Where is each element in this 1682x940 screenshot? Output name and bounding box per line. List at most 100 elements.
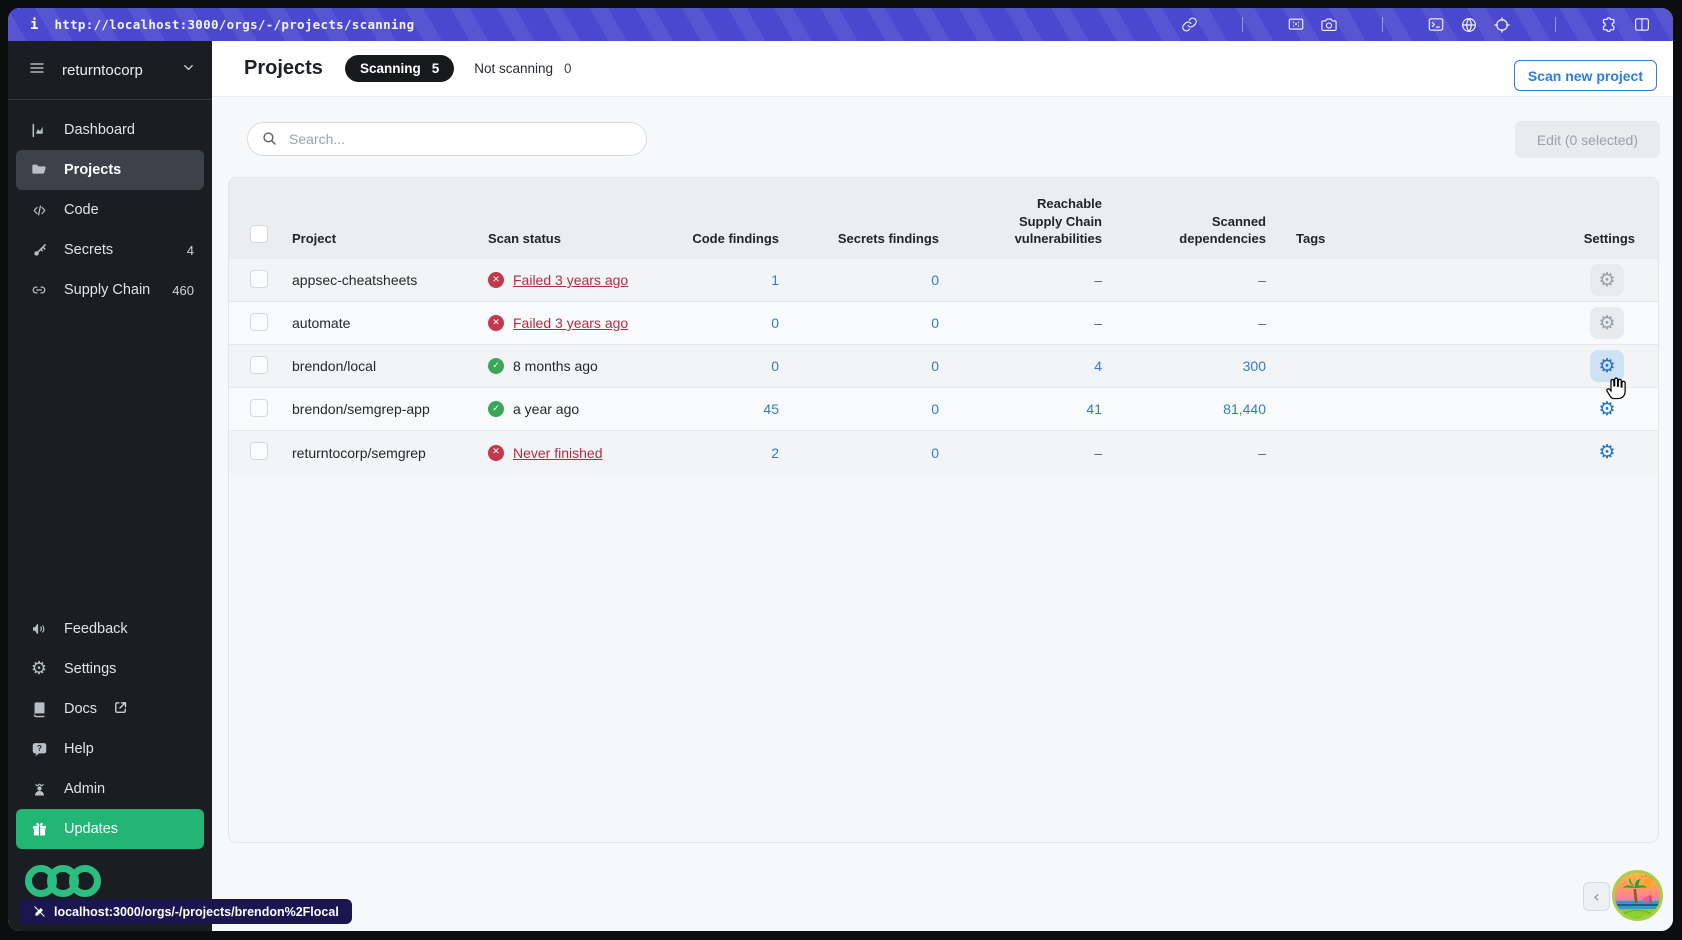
scanned-link[interactable]: 300 [1242,358,1266,374]
project-name[interactable]: automate [292,315,351,331]
book-icon [28,701,50,718]
sidebar-item-feedback[interactable]: Feedback [16,609,204,649]
table-row: returntocorp/semgrep ✕ Never finished 2 0… [229,431,1658,474]
page-header: Projects Scanning 5 Not scanning 0 Scan … [212,41,1673,97]
link-icon[interactable] [1181,16,1198,33]
reachable-link[interactable]: 4 [1094,358,1102,374]
tab-scanning[interactable]: Scanning 5 [344,55,455,82]
code-findings-link[interactable]: 1 [771,272,779,288]
column-header-scanned[interactable]: Scanned dependencies [1179,213,1266,247]
tab-not-scanning-count: 0 [564,61,572,76]
sidebar-item-label: Admin [64,781,106,797]
row-settings-button[interactable]: ⚙ [1590,393,1624,425]
edit-selected-button[interactable]: Edit (0 selected) [1514,121,1660,158]
row-checkbox[interactable] [250,312,268,331]
puzzle-icon[interactable] [1600,16,1618,34]
row-checkbox[interactable] [250,355,268,374]
sidebar-item-label: Projects [64,162,122,178]
org-switcher[interactable]: returntocorp [8,41,212,99]
scan-failed-icon: ✕ [488,315,504,331]
scanned-value: – [1258,315,1266,331]
page-title: Projects [244,57,323,79]
row-checkbox[interactable] [250,269,268,288]
gift-icon [28,821,50,838]
code-findings-link[interactable]: 0 [771,315,779,331]
address-url[interactable]: http://localhost:3000/orgs/-/projects/sc… [54,17,415,32]
project-name[interactable]: brendon/semgrep-app [292,401,430,417]
table-row: automate ✕ Failed 3 years ago 0 0 – – ⚙ [229,302,1658,345]
sidebar-item-supply-chain[interactable]: Supply Chain 460 [16,270,204,310]
scan-status-link[interactable]: Failed 3 years ago [513,315,629,331]
tab-not-scanning[interactable]: Not scanning 0 [474,61,571,76]
sidebar-item-updates[interactable]: Updates [16,809,204,849]
org-name: returntocorp [62,61,143,79]
sidebar-item-settings[interactable]: ⚙ Settings [16,649,204,689]
previous-page-button[interactable]: ‹ [1583,882,1610,911]
select-all-checkbox[interactable] [250,225,268,243]
project-name[interactable]: brendon/local [292,358,377,374]
sidebar-item-label: Supply Chain [64,282,151,298]
row-checkbox[interactable] [250,398,268,417]
scan-status-link[interactable]: Failed 3 years ago [513,272,629,288]
table-row: appsec-cheatsheets ✕ Failed 3 years ago 1… [229,259,1658,302]
sidebar-item-help[interactable]: ? Help [16,729,204,769]
secrets-findings-link[interactable]: 0 [931,444,939,461]
row-settings-button[interactable]: ⚙ [1590,437,1624,469]
column-header-scan-status[interactable]: Scan status [488,231,561,247]
column-header-code-findings[interactable]: Code findings [692,231,779,247]
sidebar-item-dashboard[interactable]: Dashboard [16,110,204,150]
globe-icon[interactable] [1460,16,1478,34]
dashboard-icon [28,122,50,139]
sidebar-item-label: Updates [64,821,119,837]
row-settings-button[interactable]: ⚙ [1590,264,1624,296]
chain-icon [28,283,50,297]
row-settings-button[interactable]: ⚙ [1590,350,1624,382]
camera-icon[interactable] [1320,16,1338,33]
table-row: brendon/semgrep-app ✓ a year ago 45 0 41 … [229,388,1658,431]
link-preview-popup: localhost:3000/orgs/-/projects/brendon%2… [20,899,352,924]
key-icon [28,242,50,259]
scanned-link[interactable]: 81,440 [1223,401,1266,417]
search-icon [263,132,276,145]
secrets-findings-link[interactable]: 0 [931,315,939,331]
menu-icon[interactable] [28,60,46,81]
display-capture-icon[interactable] [1287,16,1305,33]
scan-success-icon: ✓ [488,358,504,374]
column-header-project[interactable]: Project [292,231,337,247]
chevron-down-icon[interactable] [181,60,196,80]
code-findings-link[interactable]: 0 [771,358,779,374]
topbar-divider [1555,17,1556,32]
target-icon[interactable] [1493,16,1511,34]
secrets-findings-link[interactable]: 0 [931,401,939,417]
scan-new-project-button[interactable]: Scan new project [1513,60,1657,91]
code-findings-link[interactable]: 2 [771,444,779,461]
secrets-findings-link[interactable]: 0 [931,358,939,374]
split-view-icon[interactable] [1633,16,1651,33]
sidebar-item-secrets[interactable]: Secrets 4 [16,230,204,270]
row-settings-button[interactable]: ⚙ [1590,307,1624,339]
terminal-icon[interactable] [1427,16,1445,33]
gear-icon: ⚙ [1598,354,1616,377]
supply-chain-count-badge: 460 [172,282,194,298]
help-icon: ? [28,741,50,758]
row-checkbox[interactable] [250,442,268,460]
avatar[interactable] [1612,870,1663,921]
sidebar-item-projects[interactable]: Projects [16,150,204,190]
search-input[interactable] [247,122,647,156]
scan-failed-icon: ✕ [488,444,504,461]
project-name[interactable]: appsec-cheatsheets [292,272,418,288]
sidebar-item-code[interactable]: Code [16,190,204,230]
scan-status-link[interactable]: Never finished [513,444,603,461]
sidebar-item-docs[interactable]: Docs [16,689,204,729]
sidebar-item-admin[interactable]: Admin [16,769,204,809]
reachable-value: – [1094,315,1102,331]
secrets-findings-link[interactable]: 0 [931,272,939,288]
code-findings-link[interactable]: 45 [763,401,779,417]
gear-icon: ⚙ [1598,311,1616,334]
column-header-secrets-findings[interactable]: Secrets findings [837,231,939,247]
reachable-value: – [1094,272,1102,288]
column-header-tags[interactable]: Tags [1296,231,1326,247]
reachable-link[interactable]: 41 [1086,401,1102,417]
column-header-reachable[interactable]: Reachable Supply Chain vulnerabilities [1014,196,1102,247]
project-name[interactable]: returntocorp/semgrep [292,444,426,461]
